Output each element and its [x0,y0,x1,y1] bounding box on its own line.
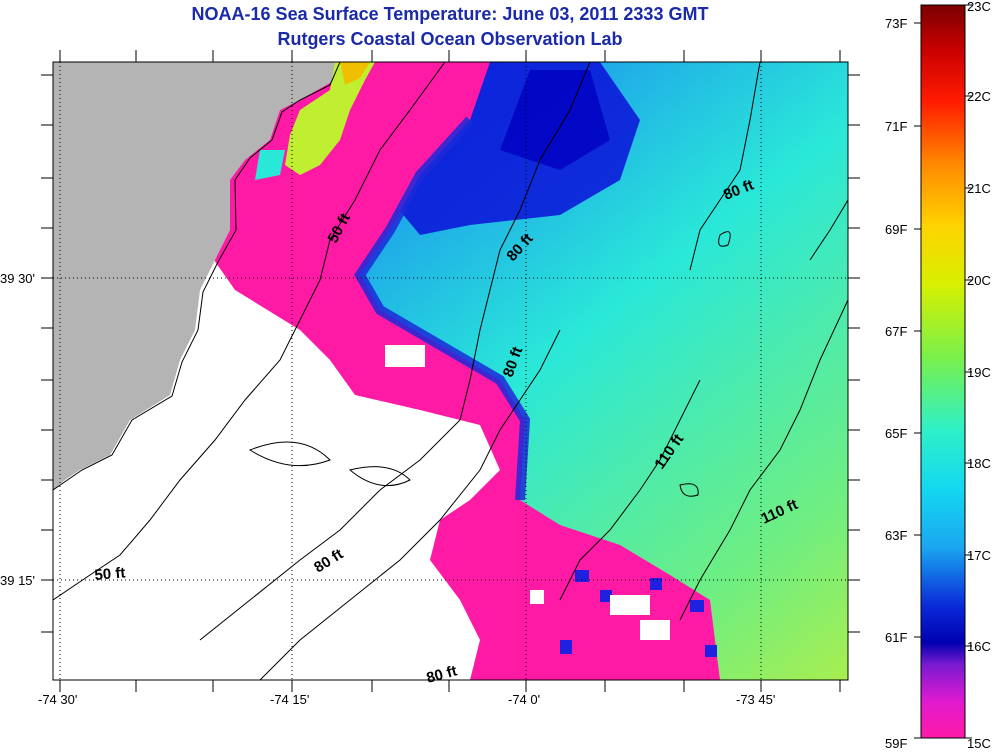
colorbar-scale [920,4,966,739]
colorbar-c-label: 21C [967,181,991,196]
plot-area [53,62,848,680]
x-tick-label: -74 15' [270,692,309,707]
x-tick-label: -74 0' [508,692,540,707]
depth-contours [53,62,848,680]
colorbar-c-label: 23C [967,0,991,14]
land-area [53,62,340,490]
colorbar-c-label: 15C [967,736,991,751]
colorbar-c-label: 16C [967,639,991,654]
colorbar-f-label: 73F [885,16,907,31]
y-tick-label: 39 30' [0,271,35,286]
colorbar-c-label: 22C [967,89,991,104]
frame-ticks [41,50,860,692]
warm-nearshore-patch [285,62,375,175]
colorbar-f-label: 63F [885,528,907,543]
y-tick-label: 39 15' [0,573,35,588]
contour-label: 50 ft [94,564,126,584]
map-title: NOAA-16 Sea Surface Temperature: June 03… [191,4,709,24]
coastline [53,62,341,491]
colorbar-f-label: 59F [885,736,907,751]
x-tick-label: -74 30' [38,692,77,707]
colorbar-f-label: 71F [885,119,907,134]
colorbar: 73F 71F 69F 67F 65F 63F 61F 59F 23C 22C … [885,0,991,751]
plot-frame [52,61,849,681]
map-subtitle: Rutgers Coastal Ocean Observation Lab [277,29,623,49]
colorbar-c-label: 20C [967,273,991,288]
colorbar-c-label: 19C [967,365,991,380]
x-tick-label: -73 45' [736,692,775,707]
colorbar-c-label: 18C [967,456,991,471]
colorbar-f-label: 65F [885,426,907,441]
colorbar-f-label: 67F [885,324,907,339]
graticule [53,62,848,680]
colorbar-c-label: 17C [967,548,991,563]
colorbar-f-label: 69F [885,222,907,237]
colorbar-f-label: 61F [885,630,907,645]
